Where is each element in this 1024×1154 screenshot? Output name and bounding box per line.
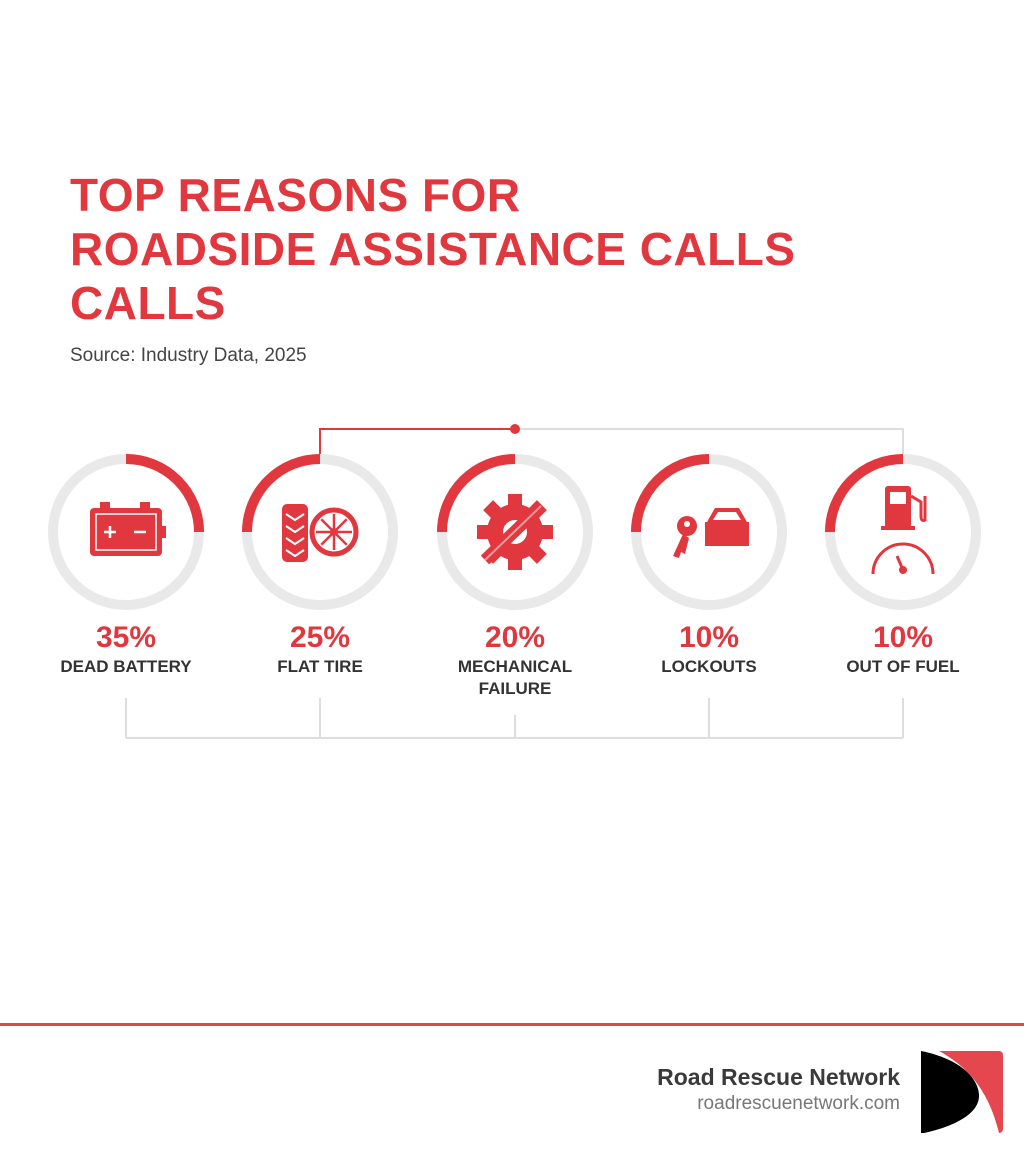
ring-progress-20 [437, 454, 516, 533]
key-car-icon [673, 508, 749, 558]
ring-progress-10 [825, 454, 904, 533]
chart-graphic [48, 424, 981, 739]
reason-item: 10% LOCKOUTS [614, 620, 804, 678]
percent-value: 25% [289, 621, 351, 654]
connector-dot [510, 424, 520, 434]
title-line: ROADSIDE ASSISTANCE CALLS [70, 223, 796, 275]
title-line: CALLS [70, 277, 226, 329]
source-note: Source: Industry Data, 2025 [70, 345, 307, 366]
reason-label: MECHANICAL [457, 657, 573, 676]
gear-wrench-icon [477, 494, 553, 570]
rings [48, 454, 981, 610]
reason-label: LOCKOUTS [661, 657, 757, 676]
tire-icon [282, 504, 359, 562]
reason-label: OUT OF FUEL [846, 657, 960, 676]
ring-progress-35 [125, 454, 204, 533]
reason-item: 10% OUT OF FUEL [808, 620, 998, 678]
page-title: TOP REASONS FOR ROADSIDE ASSISTANCE CALL… [70, 168, 796, 330]
top-connector-red [319, 428, 515, 457]
reason-item: 35% DEAD BATTERY [31, 620, 221, 678]
fuel-pump-gauge-icon [871, 486, 935, 575]
ring-progress-25 [242, 454, 321, 533]
reason-item: 20% MECHANICAL FAILURE [420, 620, 610, 700]
top-connector-grey [515, 428, 904, 455]
ring-progress-10 [631, 454, 710, 533]
connector-lines [125, 424, 904, 739]
footer-divider [0, 1023, 1024, 1026]
brand-url[interactable]: roadrescuenetwork.com [697, 1093, 900, 1114]
icons [90, 486, 935, 575]
reason-label: DEAD BATTERY [60, 657, 192, 676]
brand-logo [921, 1051, 1003, 1133]
reason-label: FLAT TIRE [277, 657, 363, 676]
percent-value: 35% [95, 621, 157, 654]
brand-name: Road Rescue Network [657, 1064, 900, 1090]
reason-item: 25% FLAT TIRE [225, 620, 415, 678]
battery-icon [90, 502, 166, 556]
percent-value: 10% [872, 621, 934, 654]
percent-value: 10% [678, 621, 740, 654]
title-line: TOP REASONS FOR [70, 169, 521, 221]
brand-block: Road Rescue Network roadrescuenetwork.co… [657, 1064, 900, 1115]
reason-label: FAILURE [478, 679, 552, 698]
percent-value: 20% [484, 621, 546, 654]
